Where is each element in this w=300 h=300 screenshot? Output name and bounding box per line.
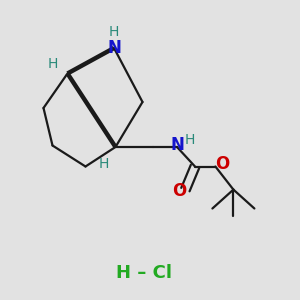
Text: H: H (47, 58, 58, 71)
Text: N: N (107, 39, 121, 57)
Text: H: H (184, 133, 195, 146)
Text: H: H (99, 158, 109, 171)
Text: H – Cl: H – Cl (116, 264, 172, 282)
Text: O: O (172, 182, 186, 200)
Text: N: N (170, 136, 184, 154)
Text: H: H (109, 25, 119, 38)
Text: O: O (215, 155, 229, 173)
